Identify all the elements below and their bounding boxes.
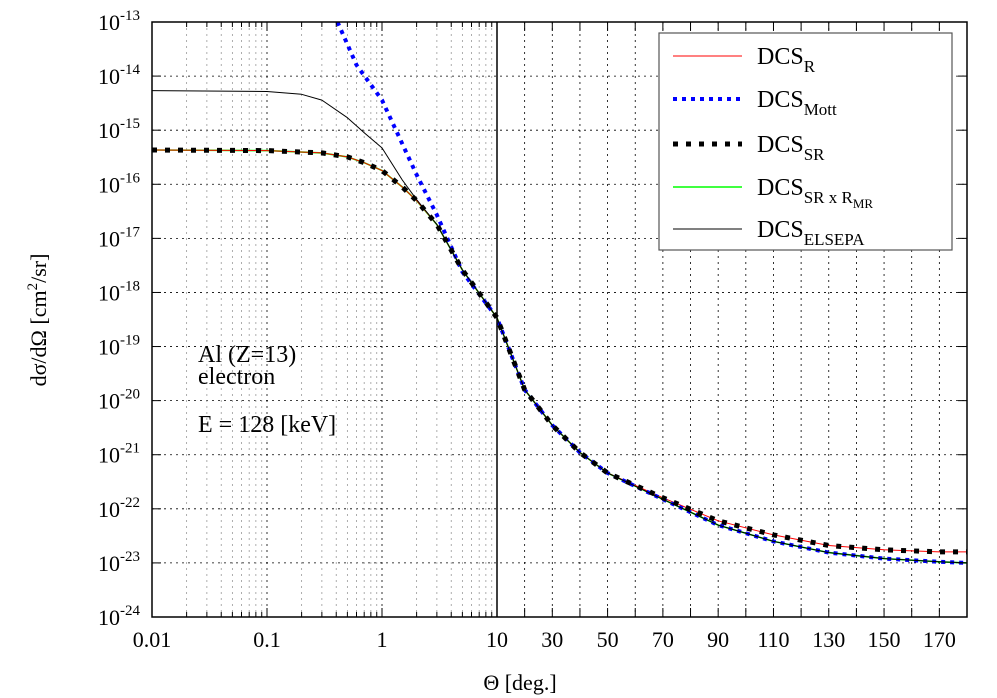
y-tick-label: 10-23 — [98, 549, 140, 576]
y-tick-label: 10-15 — [98, 116, 140, 143]
y-tick-label: 10-16 — [98, 170, 140, 197]
y-tick-label: 10-13 — [98, 8, 140, 35]
y-tick-label: 10-24 — [98, 603, 140, 630]
x-tick-label: 0.1 — [253, 627, 281, 652]
y-tick-label: 10-14 — [98, 62, 140, 89]
tick-labels: 0.01 0.1 1 10 30 50 70 90 110 130 150 17010-1310-14… — [98, 8, 956, 652]
x-tick-label: 50 — [597, 627, 619, 652]
x-tick-label: 0.01 — [133, 627, 172, 652]
y-tick-label: 10-21 — [98, 441, 140, 468]
x-tick-label: 70 — [652, 627, 674, 652]
x-tick-label: 130 — [812, 627, 845, 652]
y-tick-label: 10-18 — [98, 278, 140, 305]
legend-label: DCSSR — [757, 132, 825, 164]
y-tick-label: 10-17 — [98, 224, 140, 251]
y-tick-label: 10-19 — [98, 333, 140, 360]
annotation-particle: electron — [198, 364, 275, 390]
y-tick-label: 10-20 — [98, 387, 140, 414]
annotation-energy: E = 128 [keV] — [198, 412, 336, 438]
x-tick-label: 170 — [923, 627, 956, 652]
x-tick-label: 110 — [757, 627, 789, 652]
legend-label: DCSELSEPA — [757, 217, 865, 249]
legend-label: DCSSR x RMR — [757, 175, 873, 211]
y-tick-label: 10-22 — [98, 495, 140, 522]
ticks — [152, 21, 967, 618]
legend-label: DCSR — [757, 44, 816, 76]
x-tick-label: 30 — [541, 627, 563, 652]
x-axis-label: Θ [deg.] — [483, 670, 556, 695]
legend-box — [658, 32, 953, 251]
legend: DCSR DCSMott DCSSR DCSSR x RMR DCSELSEPA — [658, 32, 953, 251]
y-axis-label: dσ/dΩ [cm2/sr] — [25, 254, 51, 387]
x-tick-label: 10 — [486, 627, 508, 652]
annotation-element: Al (Z=13) — [198, 342, 296, 368]
plot-frame — [151, 21, 968, 618]
x-tick-label: 150 — [868, 627, 901, 652]
x-tick-label: 1 — [377, 627, 388, 652]
x-tick-label: 90 — [707, 627, 729, 652]
curves — [152, 22, 967, 565]
legend-label: DCSMott — [757, 87, 837, 119]
